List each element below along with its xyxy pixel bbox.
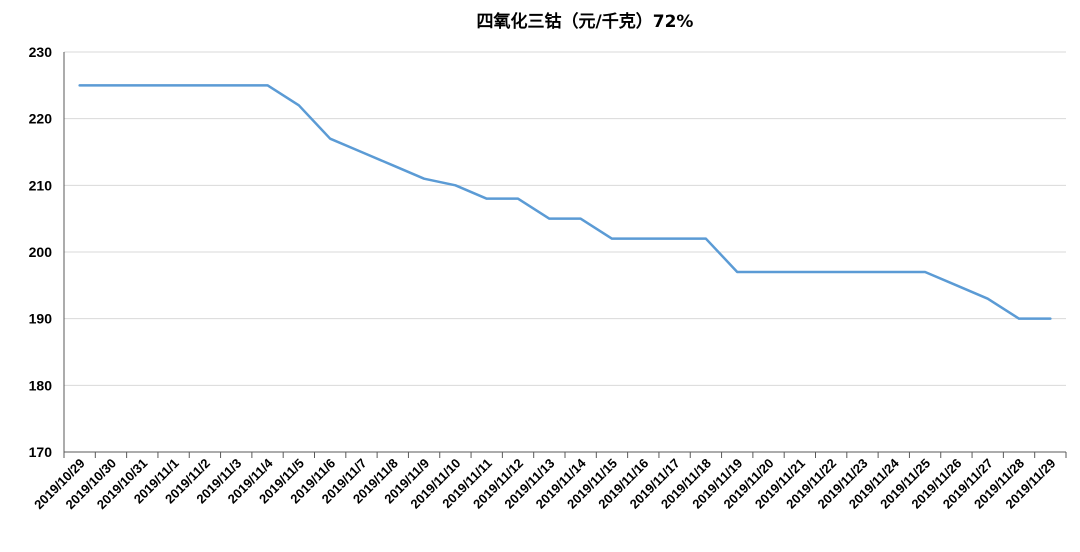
y-axis-ticks: 170 180 190 200 210 220 230: [29, 44, 53, 460]
chart-title: 四氧化三钴（元/千克）72%: [477, 11, 694, 32]
y-tick-label: 190: [29, 311, 53, 327]
y-tick-label: 200: [29, 244, 53, 260]
axes: [63, 52, 1067, 458]
series-layer: [78, 84, 1052, 320]
y-tick-label: 210: [29, 177, 53, 193]
y-tick-label: 230: [29, 44, 53, 60]
y-tick-label: 220: [29, 111, 53, 127]
gridlines: [64, 51, 1066, 386]
series-line-0: [78, 84, 1052, 320]
y-tick-label: 180: [29, 377, 53, 393]
y-tick-label: 170: [29, 444, 53, 460]
x-axis-ticks: 2019/10/292019/10/302019/10/312019/11/12…: [31, 455, 1058, 512]
